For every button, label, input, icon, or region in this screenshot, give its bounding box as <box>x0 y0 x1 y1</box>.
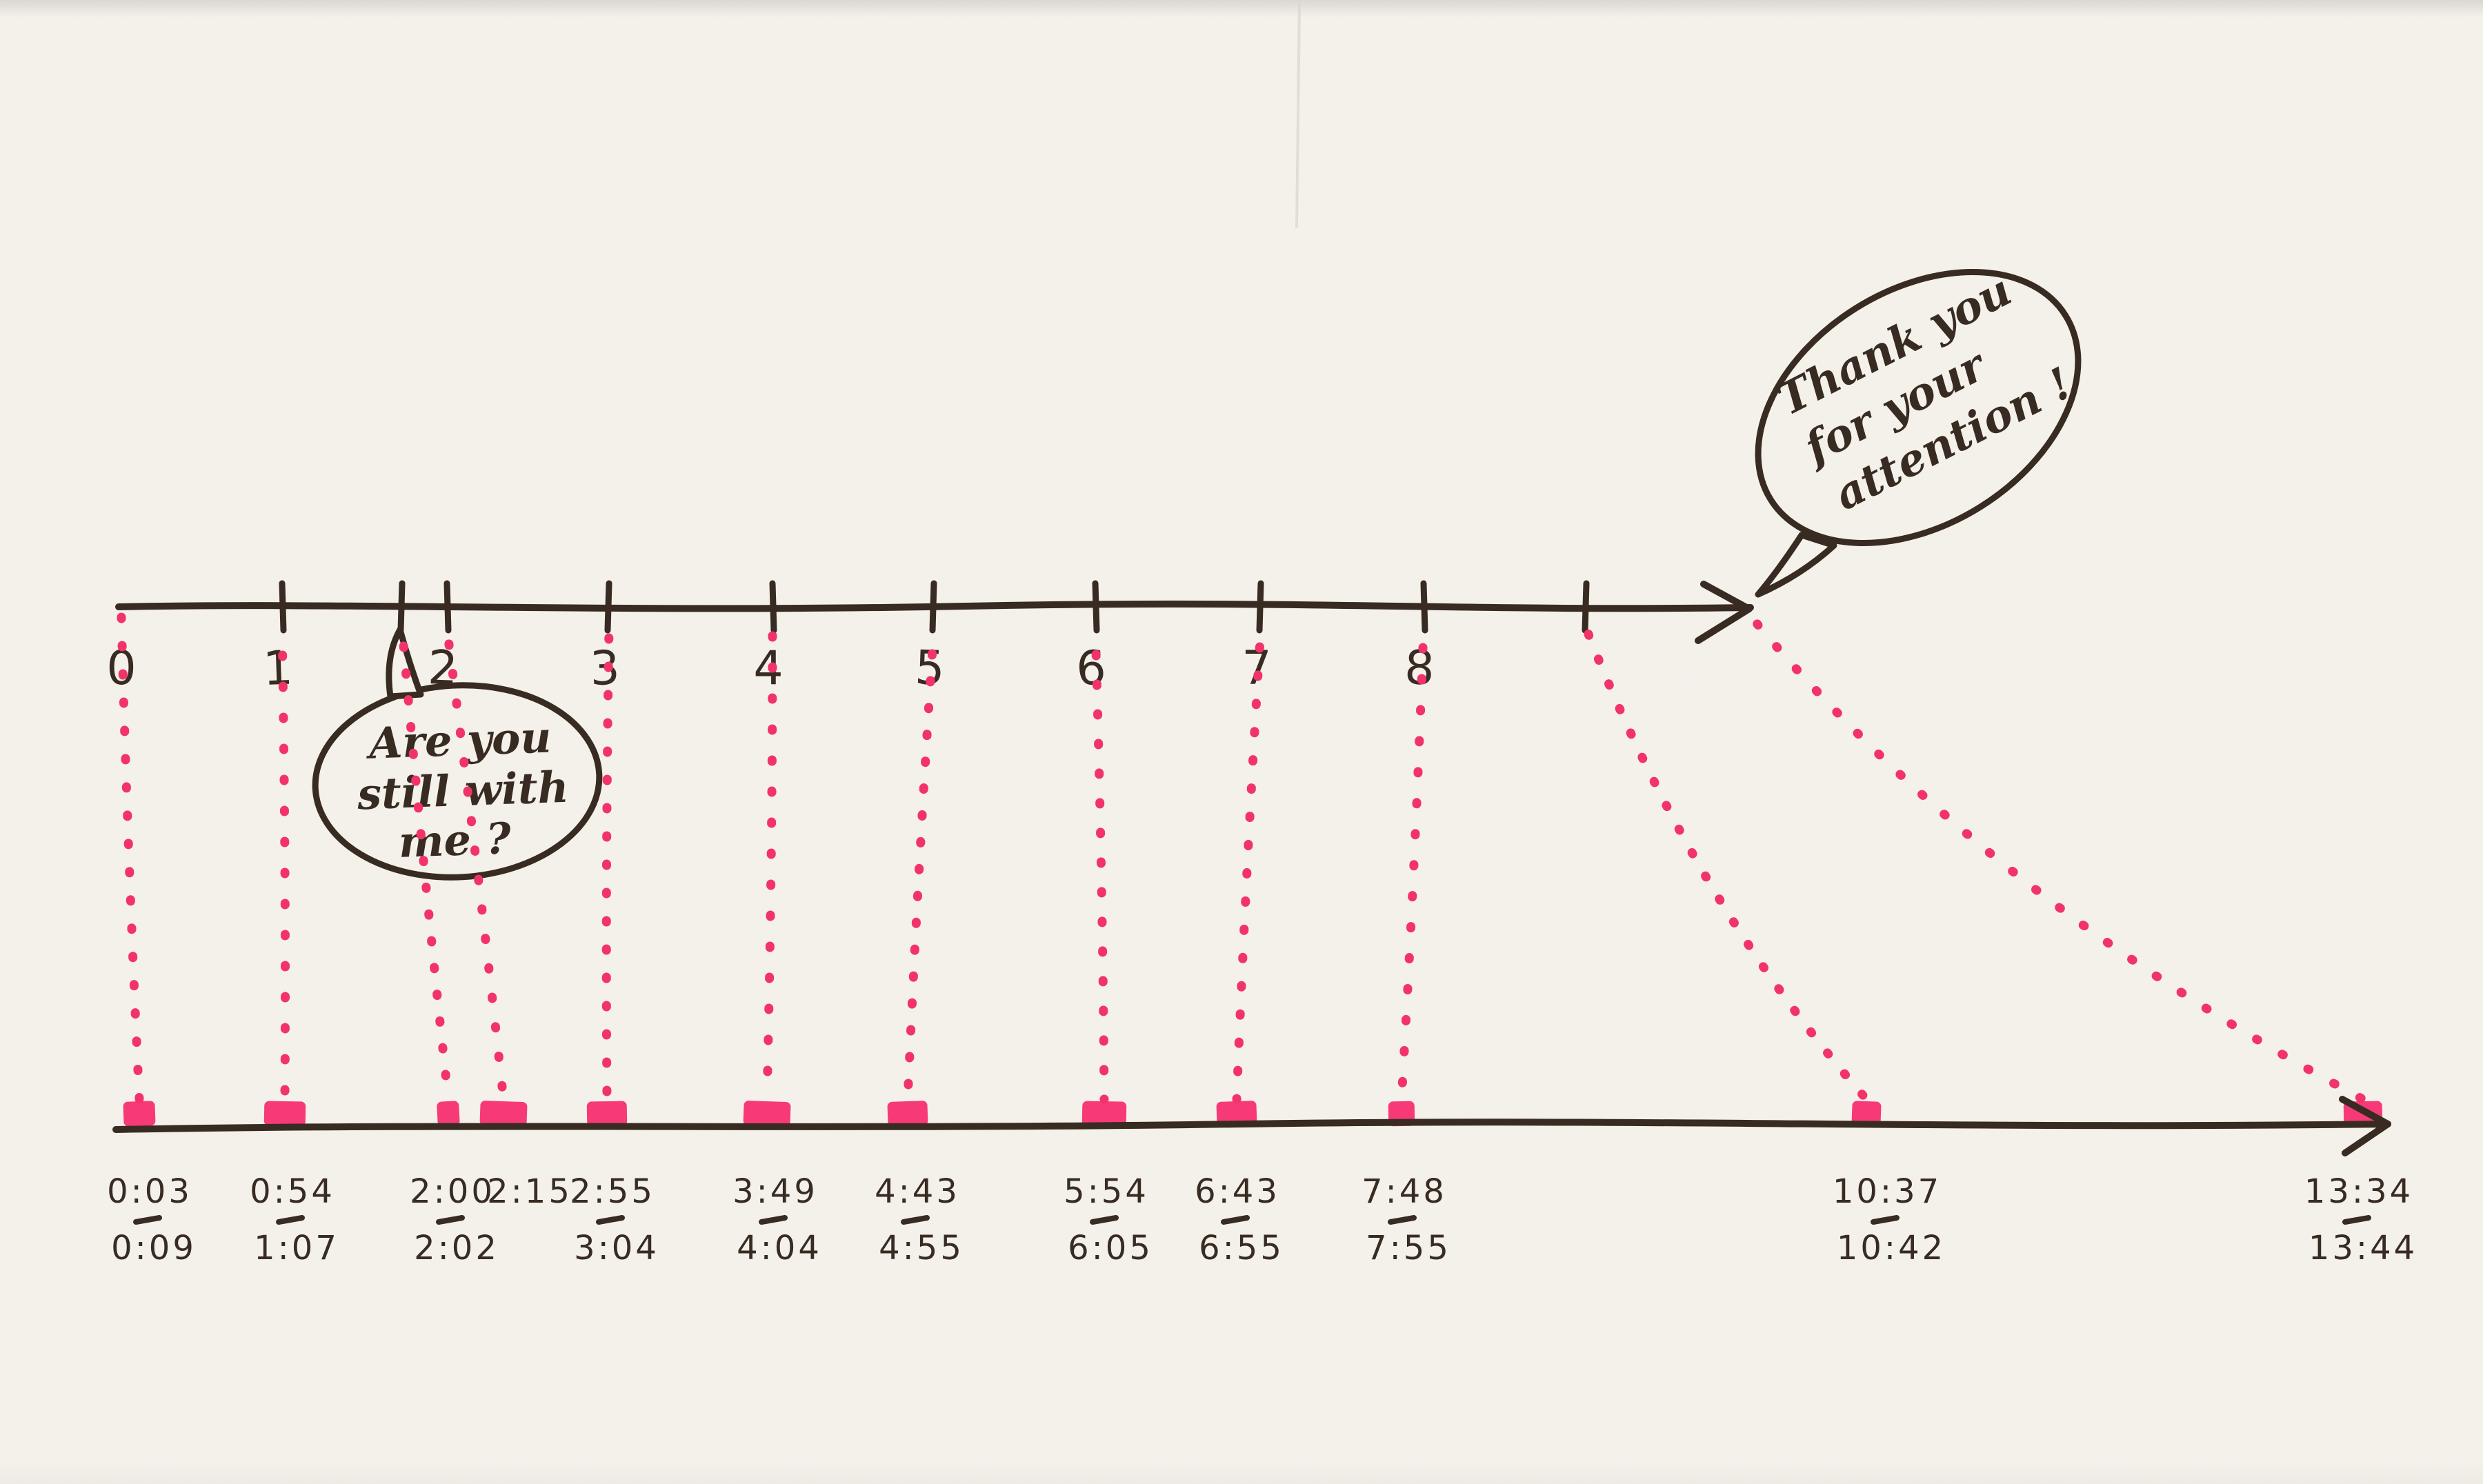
tick-mark <box>397 580 406 634</box>
time-range-label: 0:54 1:07 <box>250 1172 339 1267</box>
range-dash <box>276 1215 305 1225</box>
marker-blobs-layer <box>123 1101 2383 1127</box>
time-marker-blob <box>1216 1101 1257 1127</box>
slide-number-label: 6 <box>1075 641 1107 696</box>
time-start-label: 0:03 <box>107 1172 192 1211</box>
time-range-label: 6:43 6:55 <box>1195 1172 1284 1267</box>
range-dash <box>436 1215 465 1225</box>
time-start-label: 3:49 <box>732 1172 818 1211</box>
showing-connector-dotted-line <box>1582 624 1871 1104</box>
time-start-label: 2:55 <box>570 1172 655 1211</box>
time-marker-blob <box>1081 1101 1127 1127</box>
time-start-label: 10:37 <box>1833 1172 1942 1211</box>
showing-connector-dotted-line <box>442 624 508 1104</box>
thanks-bubble-tail <box>1755 532 1837 598</box>
time-marker-blob <box>479 1101 528 1127</box>
time-marker-blob <box>437 1101 460 1127</box>
time-end-label: 4:55 <box>879 1229 964 1267</box>
tick-mark <box>929 580 937 634</box>
time-end-label: 1:07 <box>254 1229 339 1267</box>
question-bubble-text: Are you <box>365 712 552 768</box>
range-dash <box>1388 1215 1417 1225</box>
showing-connector-dotted-line <box>601 624 614 1104</box>
time-start-label: 4:43 <box>875 1172 960 1211</box>
time-start-label: 2:00 <box>410 1172 495 1211</box>
time-range-label: 0:03 0:09 <box>107 1172 197 1267</box>
time-marker-blob <box>1851 1101 1882 1127</box>
tick-mark <box>443 580 452 634</box>
ink-text-layer: 0 1 2 3 4 5 6 7 80:030:090:541:072:002:022:152:5… <box>106 264 2417 1267</box>
time-range-label: 2:15 <box>487 1172 572 1211</box>
range-dash <box>2342 1215 2371 1225</box>
time-range-label: 5:54 6:05 <box>1064 1172 1153 1267</box>
tick-mark <box>604 580 612 634</box>
time-marker-blob <box>887 1101 928 1127</box>
bottom-axis-arrowhead <box>2339 1096 2391 1156</box>
time-end-label: 13:44 <box>2309 1229 2417 1267</box>
time-start-label: 2:15 <box>487 1172 572 1211</box>
top-axis-arrowhead <box>1695 581 1753 644</box>
tick-mark <box>1256 580 1264 634</box>
time-end-label: 3:04 <box>574 1229 659 1267</box>
time-range-label: 13:34 13:44 <box>2304 1172 2417 1267</box>
time-end-label: 2:02 <box>414 1229 499 1267</box>
showing-connector-dotted-line <box>1748 614 2368 1104</box>
question-bubble-tail <box>386 626 424 700</box>
question-bubble-outline <box>312 682 603 881</box>
bottom-axis-line <box>112 1119 2391 1133</box>
time-start-label: 0:54 <box>250 1172 335 1211</box>
showing-connector-dotted-line <box>1090 624 1109 1104</box>
time-start-label: 6:43 <box>1195 1172 1280 1211</box>
time-marker-blob <box>743 1101 791 1127</box>
question-bubble-text: me ? <box>398 813 512 868</box>
time-start-label: 7:48 <box>1362 1172 1447 1211</box>
showing-connector-dotted-line <box>1397 624 1428 1104</box>
tick-mark <box>1092 580 1100 634</box>
time-end-label: 10:42 <box>1837 1229 1946 1267</box>
showing-connector-dotted-line <box>903 624 939 1104</box>
top-axis-line <box>115 600 1754 612</box>
showing-connector-dotted-line <box>762 624 777 1104</box>
time-end-label: 6:05 <box>1068 1229 1153 1267</box>
range-dash <box>901 1215 930 1225</box>
question-bubble-text: still with <box>356 762 570 820</box>
range-dash <box>133 1215 162 1225</box>
tick-mark <box>1582 580 1590 634</box>
time-end-label: 0:09 <box>111 1229 197 1267</box>
time-start-label: 5:54 <box>1064 1172 1149 1211</box>
time-end-label: 4:04 <box>737 1229 822 1267</box>
range-dash <box>1871 1215 1899 1225</box>
time-range-label: 10:37 10:42 <box>1833 1172 1946 1267</box>
range-dash <box>1090 1215 1119 1225</box>
time-end-label: 7:55 <box>1366 1229 1451 1267</box>
time-marker-blob <box>123 1101 156 1127</box>
time-end-label: 6:55 <box>1199 1229 1284 1267</box>
time-range-label: 2:55 3:04 <box>570 1172 659 1267</box>
time-range-label: 4:43 4:55 <box>875 1172 964 1267</box>
range-dash <box>1221 1215 1250 1225</box>
slide-number-label: 1 <box>262 641 294 696</box>
time-start-label: 13:34 <box>2304 1172 2413 1211</box>
range-dash <box>759 1215 788 1225</box>
time-range-label: 2:00 2:02 <box>410 1172 499 1267</box>
tick-mark <box>769 580 777 634</box>
paper-crease <box>1295 2 1301 228</box>
showing-connector-dotted-line <box>397 624 453 1104</box>
pink-dotted-layer <box>117 612 2368 1104</box>
ink-layer <box>112 580 2391 1156</box>
time-range-label: 3:49 4:04 <box>732 1172 822 1267</box>
showing-connector-dotted-line <box>277 624 290 1104</box>
range-dash <box>596 1215 625 1225</box>
thanks-bubble-outline <box>1755 268 2082 547</box>
tick-mark <box>1420 580 1428 634</box>
time-marker-blob <box>586 1101 628 1127</box>
time-marker-blob <box>263 1101 306 1127</box>
tick-mark <box>279 580 287 634</box>
slide-number-label: 5 <box>914 641 946 696</box>
time-range-label: 7:48 7:55 <box>1362 1172 1451 1267</box>
